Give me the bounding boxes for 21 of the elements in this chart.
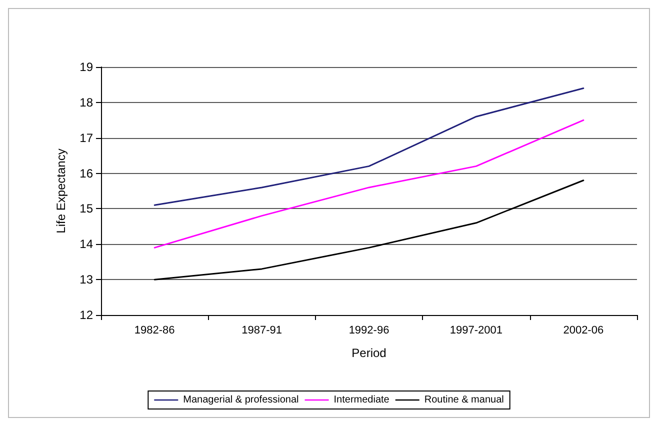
y-tick-label: 17 bbox=[80, 130, 94, 145]
y-axis-title: Life Expectancy bbox=[54, 148, 68, 234]
x-tick-label: 1997-2001 bbox=[450, 324, 503, 336]
y-tick-label: 19 bbox=[80, 60, 94, 74]
y-tick-label: 12 bbox=[80, 308, 94, 322]
legend-label: Intermediate bbox=[334, 394, 390, 406]
y-tick-label: 18 bbox=[80, 95, 94, 110]
x-tick-label: 1987-91 bbox=[242, 324, 282, 336]
x-tick-label: 1982-86 bbox=[134, 324, 175, 336]
y-tick-label: 16 bbox=[80, 166, 94, 180]
x-tick-label: 1992-96 bbox=[348, 324, 390, 336]
x-axis-title: Period bbox=[352, 346, 386, 360]
y-tick-label: 14 bbox=[80, 237, 94, 252]
y-tick-label: 13 bbox=[80, 272, 94, 287]
line-series bbox=[154, 119, 584, 248]
y-tick-label: 15 bbox=[80, 202, 94, 216]
legend-label: Routine & manual bbox=[424, 394, 504, 406]
legend-label: Managerial & professional bbox=[183, 394, 299, 406]
x-tick-label: 2002-06 bbox=[563, 324, 604, 336]
line-series bbox=[154, 180, 584, 280]
line-series bbox=[154, 88, 584, 206]
